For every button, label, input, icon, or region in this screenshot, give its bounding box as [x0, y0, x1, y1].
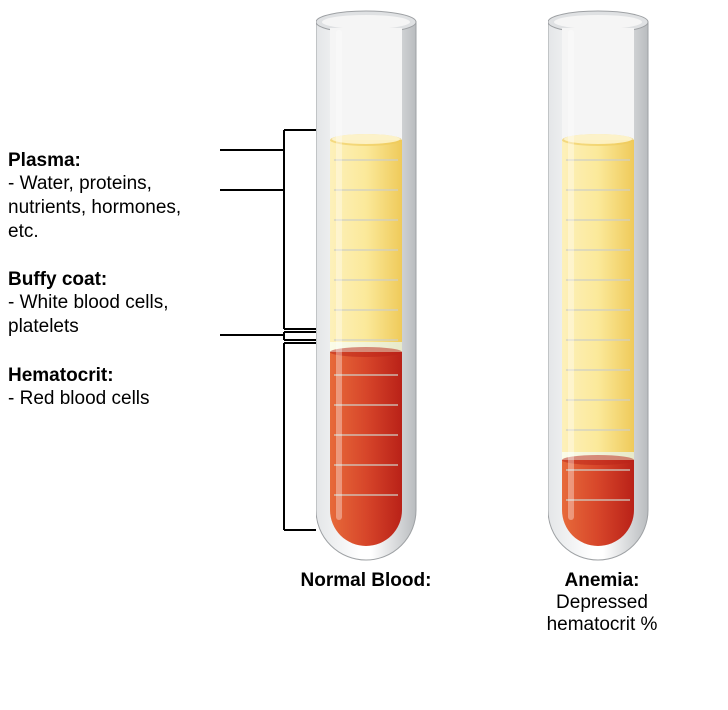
buffy-desc: - White blood cells, platelets [8, 291, 238, 339]
hematocrit-title: Hematocrit: [8, 365, 238, 387]
labels-column: Plasma: - Water, proteins, nutrients, ho… [8, 150, 238, 437]
plasma-desc: - Water, proteins, nutrients, hormones, … [8, 172, 238, 243]
buffy-label: Buffy coat: - White blood cells, platele… [8, 269, 238, 339]
brackets-svg [220, 150, 320, 710]
caption-anemia-title: Anemia: [565, 570, 640, 591]
plasma-label: Plasma: - Water, proteins, nutrients, ho… [8, 150, 238, 243]
plasma-title: Plasma: [8, 150, 238, 172]
caption-anemia-sub: Depressed hematocrit % [522, 592, 682, 636]
caption-normal: Normal Blood: [286, 570, 446, 592]
caption-anemia: Anemia: Depressed hematocrit % [522, 570, 682, 636]
hematocrit-label: Hematocrit: - Red blood cells [8, 365, 238, 411]
hematocrit-desc: - Red blood cells [8, 387, 238, 411]
tube-normal [316, 10, 426, 570]
diagram-root: Plasma: - Water, proteins, nutrients, ho… [0, 0, 728, 635]
buffy-title: Buffy coat: [8, 269, 238, 291]
caption-normal-title: Normal Blood: [301, 570, 432, 591]
tube-anemia [548, 10, 658, 570]
